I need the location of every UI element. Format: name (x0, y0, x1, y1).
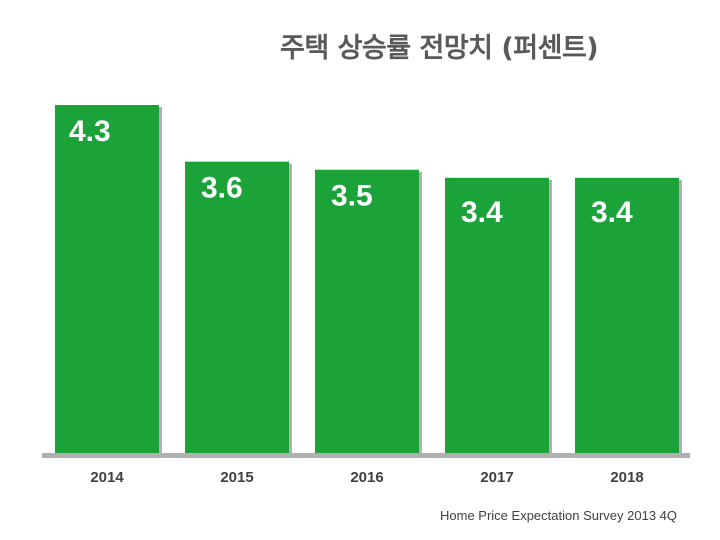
data-label-2018: 3.4 (591, 196, 633, 229)
labels-layer: 4.3 3.6 3.5 3.4 3.4 (69, 115, 633, 229)
bar-2016 (315, 169, 419, 453)
x-axis-line (42, 453, 690, 458)
data-label-2014: 4.3 (69, 115, 111, 148)
data-label-2015: 3.6 (201, 172, 243, 205)
bars-layer (55, 105, 682, 453)
bar-2018 (575, 177, 679, 453)
bar-2017 (445, 177, 549, 453)
x-tick-2015: 2015 (220, 469, 253, 486)
data-label-2017: 3.4 (461, 196, 503, 229)
x-tick-2018: 2018 (610, 469, 643, 486)
data-label-2016: 3.5 (331, 180, 373, 213)
x-tick-2014: 2014 (90, 469, 124, 486)
bar-2015 (185, 161, 289, 453)
x-tick-labels: 2014 2015 2016 2017 2018 (90, 469, 643, 486)
x-tick-2017: 2017 (480, 469, 513, 486)
source-note: Home Price Expectation Survey 2013 4Q (440, 508, 678, 523)
x-tick-2016: 2016 (350, 469, 383, 486)
bar-2014 (55, 105, 159, 453)
chart-title: 주택 상승률 전망치 (퍼센트) (280, 33, 599, 64)
